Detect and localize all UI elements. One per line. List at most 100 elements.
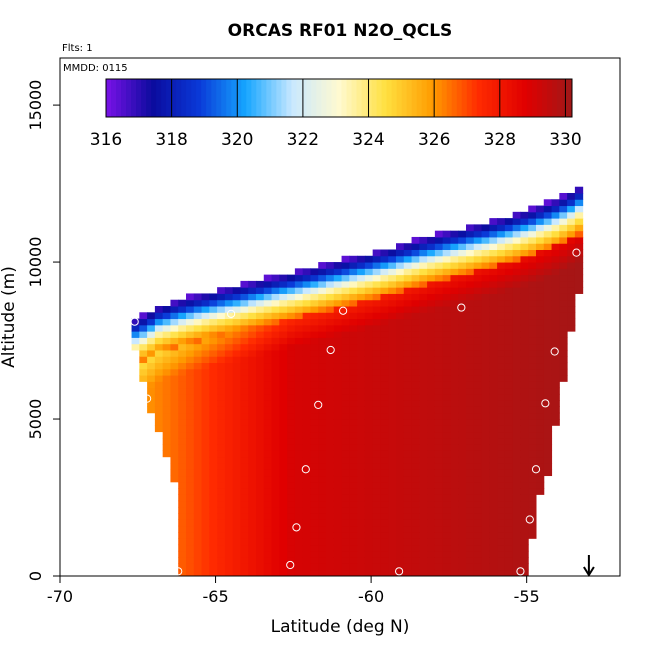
field-cell (450, 400, 459, 407)
field-cell (333, 488, 343, 495)
field-cell (396, 437, 405, 445)
field-cell (279, 312, 288, 320)
field-cell (193, 563, 203, 571)
field-cell (504, 412, 514, 420)
field-cell (520, 488, 529, 495)
field-cell (224, 343, 234, 351)
field-cell (567, 312, 576, 320)
field-cell (341, 356, 350, 364)
field-cell (512, 343, 521, 351)
field-cell (543, 268, 553, 276)
field-cell (388, 469, 397, 477)
field-cell (396, 268, 405, 276)
field-cell (559, 249, 568, 257)
field-cell (551, 268, 560, 276)
field-cell (178, 475, 187, 483)
field-cell (186, 419, 195, 426)
field-cell (528, 393, 537, 401)
field-cell (419, 249, 428, 257)
field-cell (294, 381, 304, 389)
field-cell (287, 450, 296, 458)
field-cell (341, 481, 350, 489)
field-cell (497, 450, 506, 458)
field-cell (419, 368, 428, 376)
field-cell (489, 375, 498, 382)
field-cell (512, 218, 521, 225)
field-cell (318, 343, 327, 351)
field-cell (442, 550, 451, 558)
field-cell (427, 337, 436, 345)
field-cell (209, 450, 218, 458)
field-cell (201, 462, 210, 470)
field-cell (466, 569, 475, 576)
colorbar-segment (401, 79, 408, 117)
field-cell (396, 550, 405, 558)
field-cell (341, 532, 350, 539)
field-cell (411, 412, 420, 420)
field-cell (466, 343, 475, 351)
field-cell (458, 299, 467, 307)
field-cell (310, 362, 319, 370)
field-cell (232, 462, 241, 470)
field-cell (396, 287, 405, 294)
field-cell (559, 243, 568, 250)
field-cell (364, 381, 374, 389)
field-cell (333, 513, 343, 520)
field-cell (294, 375, 304, 382)
field-cell (263, 444, 273, 451)
field-cell (512, 230, 521, 238)
field-cell (193, 312, 203, 320)
field-cell (528, 343, 537, 351)
field-cell (536, 343, 545, 351)
field-cell (559, 299, 568, 307)
field-cell (302, 306, 311, 313)
colorbar-segment (511, 79, 518, 117)
field-cell (201, 419, 210, 426)
field-cell (520, 293, 529, 301)
field-cell (458, 280, 467, 288)
field-cell (520, 218, 529, 225)
field-cell (450, 243, 459, 250)
field-cell (263, 406, 273, 414)
field-cell (497, 262, 506, 269)
colorbar-segment (161, 79, 167, 117)
field-cell (473, 349, 483, 357)
field-cell (489, 494, 498, 502)
field-cell (326, 375, 335, 382)
field-cell (310, 299, 319, 307)
field-cell (240, 318, 249, 326)
field-cell (489, 356, 498, 364)
field-cell (419, 544, 428, 552)
field-cell (450, 306, 459, 313)
field-cell (232, 293, 241, 301)
field-cell (294, 268, 304, 276)
field-cell (434, 544, 444, 552)
field-cell (162, 362, 171, 370)
field-cell (318, 280, 327, 288)
field-cell (349, 450, 358, 458)
field-cell (357, 400, 366, 407)
field-cell (186, 469, 195, 477)
colorbar-segment (356, 79, 363, 117)
field-cell (326, 368, 335, 376)
field-cell (147, 337, 156, 345)
field-cell (341, 494, 350, 502)
field-cell (209, 544, 218, 552)
field-cell (193, 293, 203, 301)
field-cell (458, 425, 467, 433)
field-cell (434, 400, 444, 407)
field-cell (256, 519, 265, 527)
field-cell (497, 349, 506, 357)
field-cell (458, 550, 467, 558)
field-cell (497, 437, 506, 445)
field-cell (442, 425, 451, 433)
field-cell (403, 412, 413, 420)
field-cell (326, 293, 335, 301)
field-cell (419, 318, 428, 326)
field-cell (427, 356, 436, 364)
field-cell (466, 318, 475, 326)
field-cell (287, 349, 296, 357)
field-cell (458, 450, 467, 458)
field-cell (504, 375, 514, 382)
field-cell (170, 318, 179, 326)
